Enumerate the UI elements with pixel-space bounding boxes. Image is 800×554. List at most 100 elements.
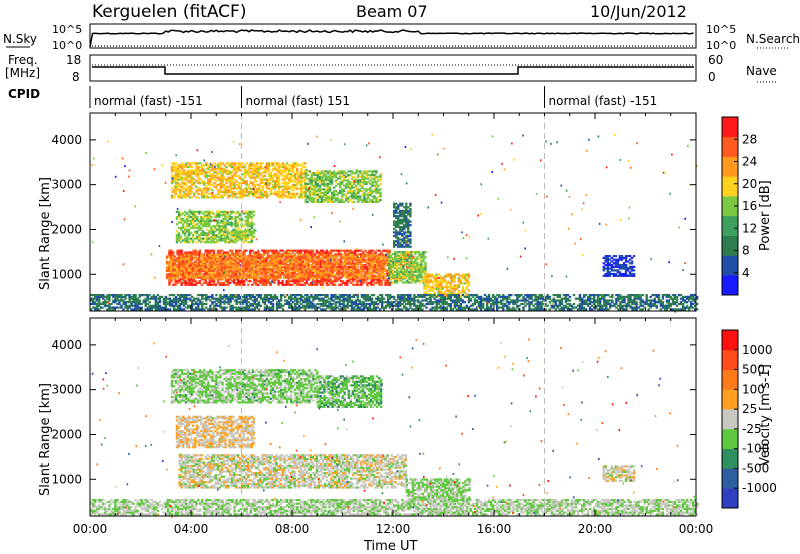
heatmap-cell [265,280,268,283]
heatmap-cell [380,265,383,268]
heatmap-cell [189,185,192,188]
heatmap-cell [377,190,380,193]
heatmap-cell [361,190,364,193]
heatmap-cell [416,267,419,270]
heatmap-cell [294,178,297,181]
heatmap-cell [212,262,215,265]
heatmap-cell [191,162,194,165]
heatmap-cell [269,178,273,181]
heatmap-cell [204,281,207,285]
heatmap-cell [388,268,391,272]
heatmap-cell [281,189,285,192]
heatmap-cell [221,173,224,176]
heatmap-cell [224,241,227,244]
heatmap-cell [285,185,289,188]
heatmap-cell [323,251,327,254]
heatmap-cell [257,183,261,186]
heatmap-cell [416,279,419,282]
heatmap-cell [231,183,234,186]
heatmap-cell [184,281,187,285]
heatmap-cell [230,262,233,265]
heatmap-cell [406,258,409,261]
heatmap-cell [273,187,277,190]
heatmap-cell [313,269,316,272]
heatmap-cell [363,191,366,194]
heatmap-cell [192,212,195,215]
heatmap-cell [234,272,238,276]
heatmap-cell [288,169,291,172]
heatmap-cell [197,165,200,169]
heatmap-cell [238,212,241,215]
heatmap-cell [225,169,228,172]
heatmap-cell [172,264,175,267]
heatmap-cell [234,269,237,272]
heatmap-cell [422,258,425,261]
heatmap-cell [347,255,350,258]
heatmap-cell [242,230,245,233]
heatmap-cell [258,273,262,276]
heatmap-cell [410,281,413,284]
heatmap-cell [423,280,426,283]
heatmap-cell [346,249,349,252]
heatmap-cell [349,262,352,265]
heatmap-cell [345,179,348,182]
heatmap-cell [169,257,173,260]
heatmap-cell [250,237,253,240]
heatmap-cell [167,268,171,271]
heatmap-cell [170,190,174,194]
heatmap-cell [177,271,181,274]
heatmap-cell [195,171,198,174]
heatmap-cell [216,255,219,258]
heatmap-cell [179,268,183,271]
heatmap-cell [182,173,186,176]
heatmap-cell [351,184,354,187]
heatmap-cell [457,277,460,280]
heatmap-cell [303,255,306,258]
heatmap-cell [357,195,360,198]
heatmap-cell [244,239,247,242]
heatmap-cell [310,184,314,187]
heatmap-cell [194,214,197,217]
heatmap-cell [402,270,405,273]
heatmap-cell [326,188,330,191]
heatmap-cell [208,221,211,224]
heatmap-cell [228,223,231,226]
heatmap-cell [250,273,253,276]
heatmap-cell [330,182,334,186]
heatmap-cell [172,169,176,172]
heatmap-cell [343,253,346,256]
heatmap-cell [305,255,308,258]
heatmap-cell [414,258,417,261]
heatmap-cell [205,164,208,167]
heatmap-cell [253,183,256,186]
heatmap-cell [394,274,397,277]
heatmap-cell [209,187,212,190]
heatmap-cell [250,221,253,224]
heatmap-cell [369,255,373,258]
heatmap-cell [351,193,354,196]
heatmap-cell [206,225,209,228]
heatmap-cell [277,187,281,190]
heatmap-cell [220,283,224,286]
heatmap-cell [169,269,173,272]
heatmap-cell [408,260,411,263]
heatmap-cell [244,235,247,238]
heatmap-cell [404,254,407,257]
heatmap-cell [339,259,342,262]
heatmap-cell [318,191,322,194]
heatmap-cell [226,269,230,272]
heatmap-cell [412,251,415,254]
heatmap-cell [214,264,217,267]
heatmap-cell [252,266,255,269]
heatmap-cell [214,258,218,261]
heatmap-cell [259,185,263,188]
heatmap-cell [194,280,197,283]
heatmap-cell [382,249,385,252]
heatmap-cell [246,219,249,222]
heatmap-cell [176,251,179,254]
heatmap-cell [226,264,229,267]
heatmap-cell [375,181,378,184]
heatmap-cell [297,268,300,271]
heatmap-cell [234,262,237,265]
